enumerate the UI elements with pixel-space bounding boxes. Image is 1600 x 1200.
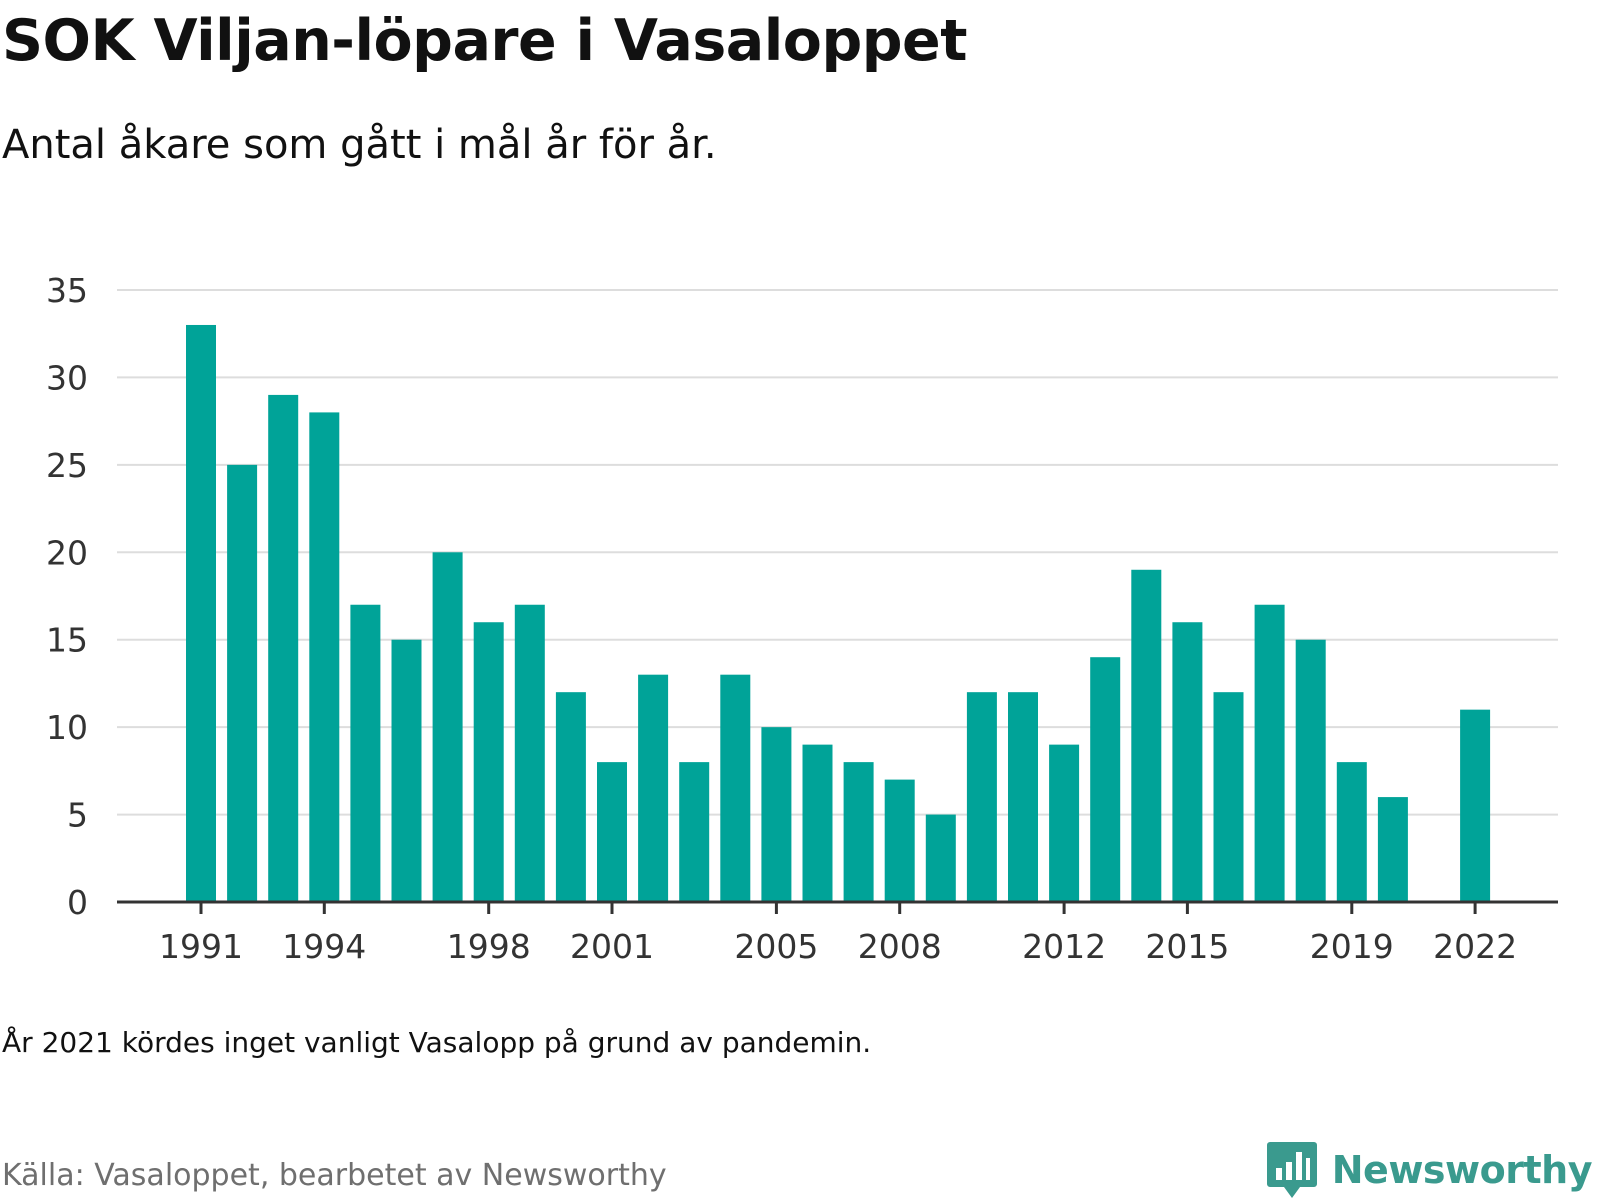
bar-2006 <box>802 744 833 902</box>
y-tick-label-20: 20 <box>46 533 88 572</box>
y-tick-label-15: 15 <box>46 621 88 660</box>
y-tick-label-25: 25 <box>46 446 88 485</box>
bar-1993 <box>268 394 299 902</box>
y-tick-label-35: 35 <box>46 271 88 310</box>
bar-2008 <box>884 779 915 902</box>
bar-1999 <box>514 604 545 902</box>
bar-1998 <box>473 622 504 902</box>
source-text: Källa: Vasaloppet, bearbetet av Newswort… <box>2 1158 667 1193</box>
bar-1997 <box>432 552 463 902</box>
brand-name: Newsworthy <box>1331 1148 1593 1192</box>
bar-1995 <box>350 604 381 902</box>
x-tick-label-2022: 2022 <box>1433 927 1517 966</box>
x-tick-label-2005: 2005 <box>734 927 818 966</box>
chart-subtitle: Antal åkare som gått i mål år för år. <box>2 122 717 168</box>
bar-2022 <box>1460 709 1491 902</box>
x-tick-label-1991: 1991 <box>159 927 243 966</box>
bar-2005 <box>761 727 792 902</box>
bar-1996 <box>391 639 422 902</box>
bar-2001 <box>597 762 627 902</box>
bar-chart: 0 5 10 15 20 25 30 35 1991 1994 1998 2001 2005 2008 2… <box>46 271 1558 966</box>
bar-2009 <box>925 814 956 902</box>
x-tick-label-1994: 1994 <box>282 927 366 966</box>
brand-logo: Newsworthy <box>1266 1140 1593 1200</box>
bar-2011 <box>1008 692 1038 902</box>
x-tick-label-2012: 2012 <box>1022 927 1106 966</box>
y-tick-label-10: 10 <box>46 708 88 747</box>
bar-2019 <box>1336 762 1367 902</box>
y-axis-tick-labels: 0 5 10 15 20 25 30 35 <box>46 271 88 922</box>
x-tick-label-2019: 2019 <box>1310 927 1394 966</box>
chart-title: SOK Viljan-löpare i Vasaloppet <box>2 8 967 74</box>
bar-2014 <box>1131 569 1162 902</box>
bar-2004 <box>720 674 751 902</box>
bar-2002 <box>638 674 669 902</box>
bar-2007 <box>843 762 874 902</box>
bar-2018 <box>1295 639 1326 902</box>
x-axis-ticks: 1991 1994 1998 2001 2005 2008 2012 2015 2019 2022 <box>159 902 1517 966</box>
x-tick-label-2008: 2008 <box>858 927 942 966</box>
y-tick-label-30: 30 <box>46 358 88 397</box>
bar-1994 <box>309 412 340 902</box>
y-tick-label-0: 0 <box>67 883 88 922</box>
bar-2016 <box>1213 692 1244 902</box>
bars <box>186 324 1491 902</box>
bar-2017 <box>1254 604 1285 902</box>
bar-1992 <box>227 464 258 902</box>
newsworthy-logo-icon <box>1266 1142 1317 1198</box>
bar-2020 <box>1377 797 1408 902</box>
bar-2012 <box>1049 744 1080 902</box>
y-tick-label-5: 5 <box>67 796 88 835</box>
bar-2015 <box>1172 622 1203 902</box>
bar-2010 <box>966 692 997 902</box>
x-tick-label-1998: 1998 <box>447 927 531 966</box>
x-tick-label-2001: 2001 <box>570 927 654 966</box>
bar-1991 <box>186 324 216 902</box>
bar-2000 <box>555 692 586 902</box>
bar-2013 <box>1090 657 1121 902</box>
footnote: År 2021 kördes inget vanligt Vasalopp på… <box>2 1026 872 1059</box>
bar-2003 <box>679 762 710 902</box>
x-tick-label-2015: 2015 <box>1145 927 1229 966</box>
